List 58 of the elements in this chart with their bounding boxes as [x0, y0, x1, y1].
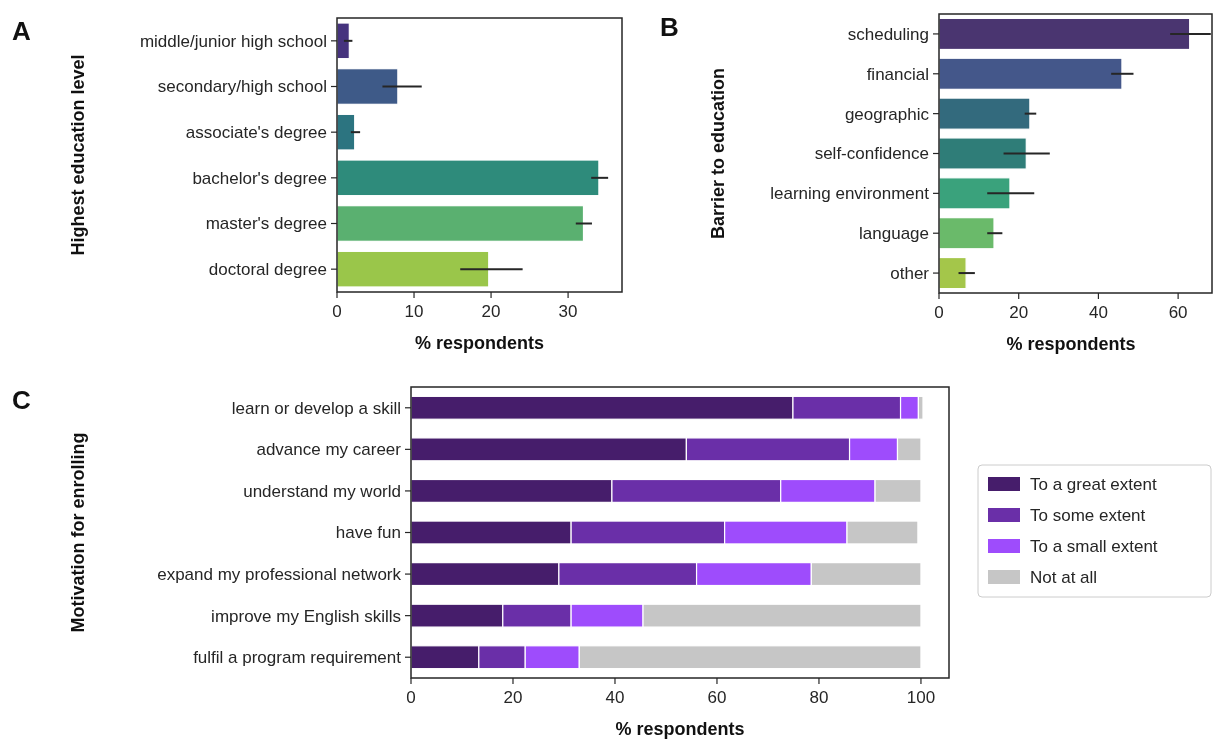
y-tick-label: middle/junior high school: [139, 31, 327, 51]
x-tick-label: 10: [404, 302, 424, 321]
x-tick-label: 0: [934, 303, 944, 322]
bar: [336, 250, 490, 288]
x-tick-label: 20: [481, 302, 501, 321]
y-tick-label: learn or develop a skill: [231, 398, 401, 418]
bar: [938, 17, 1191, 51]
y-axis-title: Barrier to education: [708, 67, 729, 240]
bar: [336, 159, 600, 197]
bar: [938, 177, 1011, 210]
y-tick-label: financial: [866, 64, 929, 84]
y-tick-label: advance my career: [256, 440, 402, 460]
legend-label: To a great extent: [1030, 474, 1157, 494]
y-tick-label: geographic: [844, 104, 930, 124]
legend-label: To a small extent: [1030, 536, 1158, 556]
y-tick-label: doctoral degree: [208, 260, 327, 280]
bar: [938, 137, 1027, 170]
bar: [938, 256, 967, 290]
y-tick-label: learning environment: [770, 184, 930, 204]
y-tick-label: expand my professional network: [157, 565, 402, 585]
y-tick-label: improve my English skills: [211, 606, 401, 626]
x-tick-label: 20: [1009, 303, 1029, 322]
bar: [336, 205, 585, 242]
text: B: [660, 12, 679, 42]
legend-label: Not at all: [1030, 567, 1098, 587]
x-tick-label: 60: [707, 688, 727, 707]
x-tick-label: 40: [1088, 303, 1108, 322]
x-tick-label: 30: [558, 302, 578, 321]
y-tick-label: language: [859, 224, 929, 244]
y-axis-title: Highest education level: [68, 54, 89, 256]
x-tick-label: 40: [605, 688, 625, 707]
y-tick-label: associate's degree: [185, 123, 327, 143]
x-tick-label: 0: [406, 688, 416, 707]
bar: [938, 57, 1123, 90]
y-axis-title: Motivation for enrolling: [68, 432, 89, 633]
bar: [938, 217, 995, 250]
bar: [938, 97, 1031, 130]
x-tick-label: 0: [332, 302, 342, 321]
y-tick-label: have fun: [335, 523, 401, 543]
y-tick-label: master's degree: [205, 214, 327, 234]
y-tick-label: bachelor's degree: [192, 168, 327, 188]
x-axis-title: % respondents: [1006, 334, 1136, 354]
text: A: [12, 16, 31, 46]
x-axis-title: % respondents: [615, 719, 745, 739]
bar: [336, 68, 399, 105]
legend-label: To some extent: [1030, 505, 1146, 525]
x-axis-title: % respondents: [414, 333, 545, 353]
y-tick-label: other: [890, 264, 930, 284]
text: C: [12, 385, 31, 415]
y-tick-label: fulfil a program requirement: [193, 648, 402, 668]
y-tick-label: scheduling: [847, 24, 929, 44]
x-tick-label: 80: [809, 688, 829, 707]
x-tick-label: 20: [503, 688, 523, 707]
y-tick-label: understand my world: [243, 481, 401, 501]
x-tick-label: 100: [906, 688, 936, 707]
x-tick-label: 60: [1168, 303, 1188, 322]
y-tick-label: self-confidence: [814, 144, 929, 164]
y-tick-label: secondary/high school: [157, 77, 327, 97]
